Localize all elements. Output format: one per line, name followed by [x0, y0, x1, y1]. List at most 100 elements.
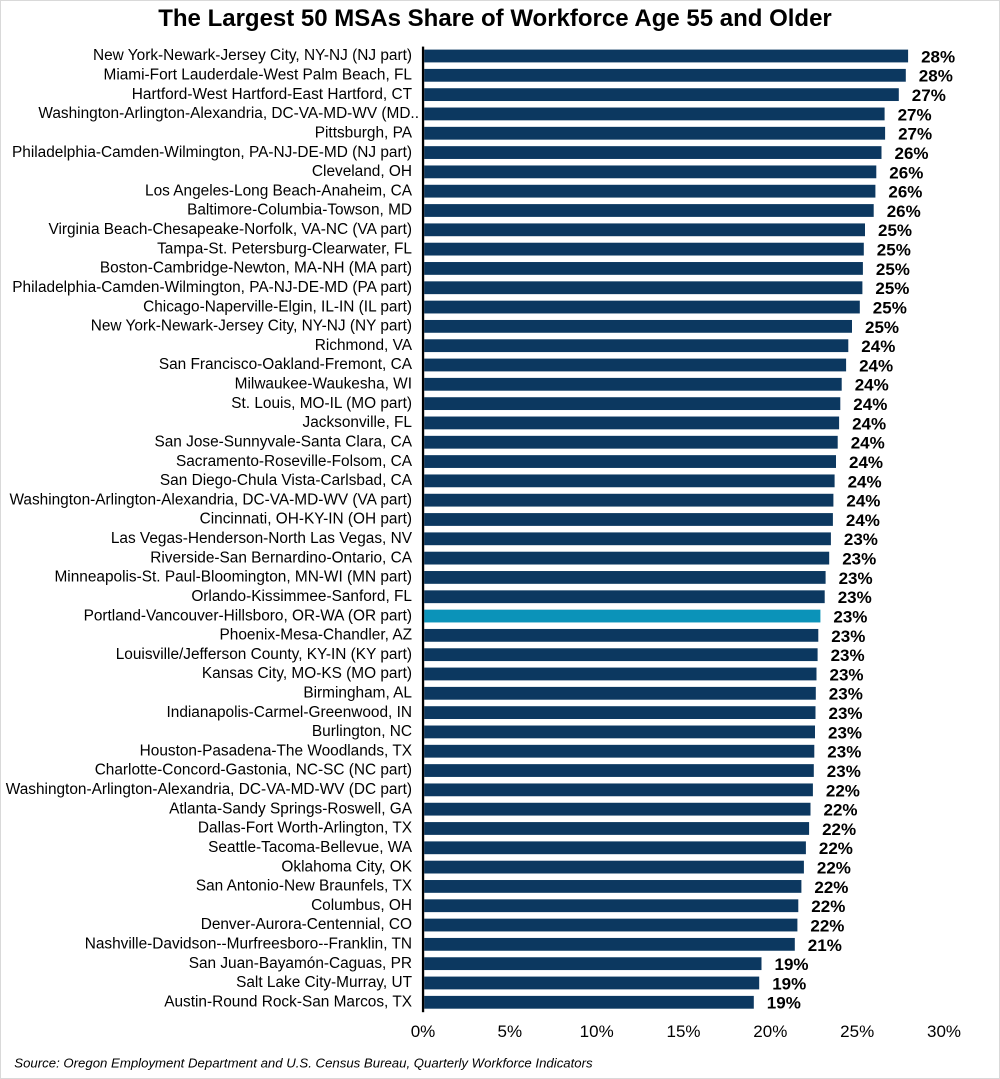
svg-text:Pittsburgh, PA: Pittsburgh, PA — [315, 124, 413, 141]
svg-text:24%: 24% — [849, 453, 883, 472]
svg-text:Washington-Arlington-Alexandri: Washington-Arlington-Alexandria, DC-VA-M… — [6, 781, 412, 798]
svg-text:27%: 27% — [898, 125, 932, 144]
svg-text:Milwaukee-Waukesha, WI: Milwaukee-Waukesha, WI — [235, 376, 412, 393]
svg-text:27%: 27% — [898, 105, 932, 124]
svg-text:Virginia Beach-Chesapeake-Norf: Virginia Beach-Chesapeake-Norfolk, VA-NC… — [48, 221, 412, 238]
svg-text:Burlington, NC: Burlington, NC — [312, 723, 412, 740]
svg-text:Atlanta-Sandy Springs-Roswell,: Atlanta-Sandy Springs-Roswell, GA — [169, 800, 413, 817]
svg-text:24%: 24% — [846, 492, 880, 511]
svg-text:23%: 23% — [827, 762, 861, 781]
svg-text:19%: 19% — [775, 955, 809, 974]
svg-text:Orlando-Kissimmee-Sanford, FL: Orlando-Kissimmee-Sanford, FL — [191, 588, 412, 605]
svg-text:23%: 23% — [828, 723, 862, 742]
svg-text:0%: 0% — [411, 1022, 436, 1041]
svg-text:23%: 23% — [844, 530, 878, 549]
svg-text:San Jose-Sunnyvale-Santa Clara: San Jose-Sunnyvale-Santa Clara, CA — [154, 433, 412, 450]
svg-text:24%: 24% — [851, 434, 885, 453]
svg-text:Philadelphia-Camden-Wilmington: Philadelphia-Camden-Wilmington, PA-NJ-DE… — [12, 144, 412, 161]
svg-text:23%: 23% — [839, 569, 873, 588]
svg-text:22%: 22% — [822, 820, 856, 839]
svg-text:Nashville-Davidson--Murfreesbo: Nashville-Davidson--Murfreesboro--Frankl… — [85, 936, 412, 953]
svg-text:Charlotte-Concord-Gastonia, NC: Charlotte-Concord-Gastonia, NC-SC (NC pa… — [95, 762, 412, 779]
svg-text:Portland-Vancouver-Hillsboro,: Portland-Vancouver-Hillsboro, OR-WA (OR … — [84, 607, 412, 624]
svg-text:25%: 25% — [840, 1022, 874, 1041]
svg-text:San Antonio-New Braunfels, TX: San Antonio-New Braunfels, TX — [196, 878, 412, 895]
svg-text:Las Vegas-Henderson-North Las: Las Vegas-Henderson-North Las Vegas, NV — [111, 530, 413, 547]
svg-text:Los Angeles-Long Beach-Anaheim: Los Angeles-Long Beach-Anaheim, CA — [145, 182, 413, 199]
svg-text:22%: 22% — [817, 859, 851, 878]
svg-text:Chicago-Naperville-Elgin, IL-I: Chicago-Naperville-Elgin, IL-IN (IL part… — [143, 298, 412, 315]
svg-text:Tampa-St. Petersburg-Clearwate: Tampa-St. Petersburg-Clearwater, FL — [157, 240, 412, 257]
svg-text:Hartford-West Hartford-East Ha: Hartford-West Hartford-East Hartford, CT — [132, 86, 413, 103]
svg-text:26%: 26% — [895, 144, 929, 163]
svg-text:23%: 23% — [829, 704, 863, 723]
svg-text:23%: 23% — [829, 685, 863, 704]
svg-text:New York-Newark-Jersey City, N: New York-Newark-Jersey City, NY-NJ (NJ p… — [93, 47, 412, 64]
svg-text:25%: 25% — [878, 221, 912, 240]
svg-text:28%: 28% — [921, 47, 955, 66]
svg-text:23%: 23% — [831, 646, 865, 665]
svg-text:Sacramento-Roseville-Folsom, C: Sacramento-Roseville-Folsom, CA — [176, 453, 413, 470]
svg-text:Austin-Round Rock-San Marcos,: Austin-Round Rock-San Marcos, TX — [164, 993, 412, 1010]
svg-text:25%: 25% — [873, 298, 907, 317]
svg-text:Indianapolis-Carmel-Greenwood,: Indianapolis-Carmel-Greenwood, IN — [166, 704, 412, 721]
svg-text:23%: 23% — [838, 588, 872, 607]
svg-text:24%: 24% — [846, 511, 880, 530]
svg-text:Louisville/Jefferson County, K: Louisville/Jefferson County, KY-IN (KY p… — [116, 646, 412, 663]
svg-text:24%: 24% — [848, 472, 882, 491]
svg-text:25%: 25% — [877, 241, 911, 260]
svg-text:Philadelphia-Camden-Wilmington: Philadelphia-Camden-Wilmington, PA-NJ-DE… — [12, 279, 412, 296]
svg-text:25%: 25% — [875, 279, 909, 298]
svg-text:Cincinnati, OH-KY-IN (OH part): Cincinnati, OH-KY-IN (OH part) — [200, 511, 412, 528]
svg-text:22%: 22% — [819, 839, 853, 858]
svg-text:Jacksonville, FL: Jacksonville, FL — [303, 414, 413, 431]
svg-text:10%: 10% — [580, 1022, 614, 1041]
svg-text:Dallas-Fort Worth-Arlington, T: Dallas-Fort Worth-Arlington, TX — [198, 820, 412, 837]
svg-text:Seattle-Tacoma-Bellevue, WA: Seattle-Tacoma-Bellevue, WA — [208, 839, 413, 856]
svg-text:23%: 23% — [827, 743, 861, 762]
svg-text:23%: 23% — [833, 607, 867, 626]
svg-text:Columbus, OH: Columbus, OH — [311, 897, 412, 914]
svg-text:25%: 25% — [865, 318, 899, 337]
svg-text:23%: 23% — [830, 665, 864, 684]
svg-text:Boston-Cambridge-Newton, MA-NH: Boston-Cambridge-Newton, MA-NH (MA part) — [100, 260, 412, 277]
svg-text:Source: Oregon Employment Depa: Source: Oregon Employment Department and… — [14, 1056, 593, 1071]
svg-text:23%: 23% — [842, 550, 876, 569]
svg-text:Salt Lake City-Murray, UT: Salt Lake City-Murray, UT — [236, 974, 412, 991]
svg-text:26%: 26% — [889, 163, 923, 182]
svg-text:San Francisco-Oakland-Fremont,: San Francisco-Oakland-Fremont, CA — [159, 356, 413, 373]
svg-text:22%: 22% — [811, 897, 845, 916]
svg-text:22%: 22% — [814, 878, 848, 897]
svg-text:22%: 22% — [824, 801, 858, 820]
svg-text:26%: 26% — [887, 202, 921, 221]
svg-text:Cleveland, OH: Cleveland, OH — [312, 163, 412, 180]
svg-text:Washington-Arlington-Alexandri: Washington-Arlington-Alexandria, DC-VA-M… — [38, 105, 419, 122]
svg-text:24%: 24% — [859, 356, 893, 375]
svg-text:Houston-Pasadena-The Woodlands: Houston-Pasadena-The Woodlands, TX — [140, 742, 412, 759]
svg-text:5%: 5% — [498, 1022, 523, 1041]
svg-text:Baltimore-Columbia-Towson, MD: Baltimore-Columbia-Towson, MD — [187, 202, 412, 219]
svg-text:28%: 28% — [919, 67, 953, 86]
svg-text:Miami-Fort Lauderdale-West Pal: Miami-Fort Lauderdale-West Palm Beach, F… — [104, 67, 413, 84]
svg-text:Washington-Arlington-Alexandri: Washington-Arlington-Alexandria, DC-VA-M… — [9, 491, 412, 508]
svg-text:Birmingham, AL: Birmingham, AL — [303, 685, 412, 702]
svg-text:20%: 20% — [753, 1022, 787, 1041]
svg-text:25%: 25% — [876, 260, 910, 279]
svg-text:26%: 26% — [888, 183, 922, 202]
svg-text:Phoenix-Mesa-Chandler, AZ: Phoenix-Mesa-Chandler, AZ — [220, 627, 412, 644]
svg-text:Denver-Aurora-Centennial, CO: Denver-Aurora-Centennial, CO — [201, 916, 412, 933]
svg-text:22%: 22% — [826, 781, 860, 800]
svg-text:Kansas City, MO-KS (MO part): Kansas City, MO-KS (MO part) — [202, 665, 412, 682]
svg-text:19%: 19% — [772, 974, 806, 993]
svg-text:23%: 23% — [831, 627, 865, 646]
svg-text:New York-Newark-Jersey City, N: New York-Newark-Jersey City, NY-NJ (NY p… — [91, 318, 412, 335]
svg-text:30%: 30% — [927, 1022, 961, 1041]
svg-text:St. Louis, MO-IL (MO part): St. Louis, MO-IL (MO part) — [231, 395, 412, 412]
svg-text:The Largest 50 MSAs Share of W: The Largest 50 MSAs Share of Workforce A… — [158, 5, 832, 32]
svg-text:24%: 24% — [853, 395, 887, 414]
svg-text:24%: 24% — [861, 337, 895, 356]
svg-text:24%: 24% — [852, 414, 886, 433]
svg-text:22%: 22% — [810, 916, 844, 935]
svg-text:19%: 19% — [767, 994, 801, 1013]
svg-text:27%: 27% — [912, 86, 946, 105]
